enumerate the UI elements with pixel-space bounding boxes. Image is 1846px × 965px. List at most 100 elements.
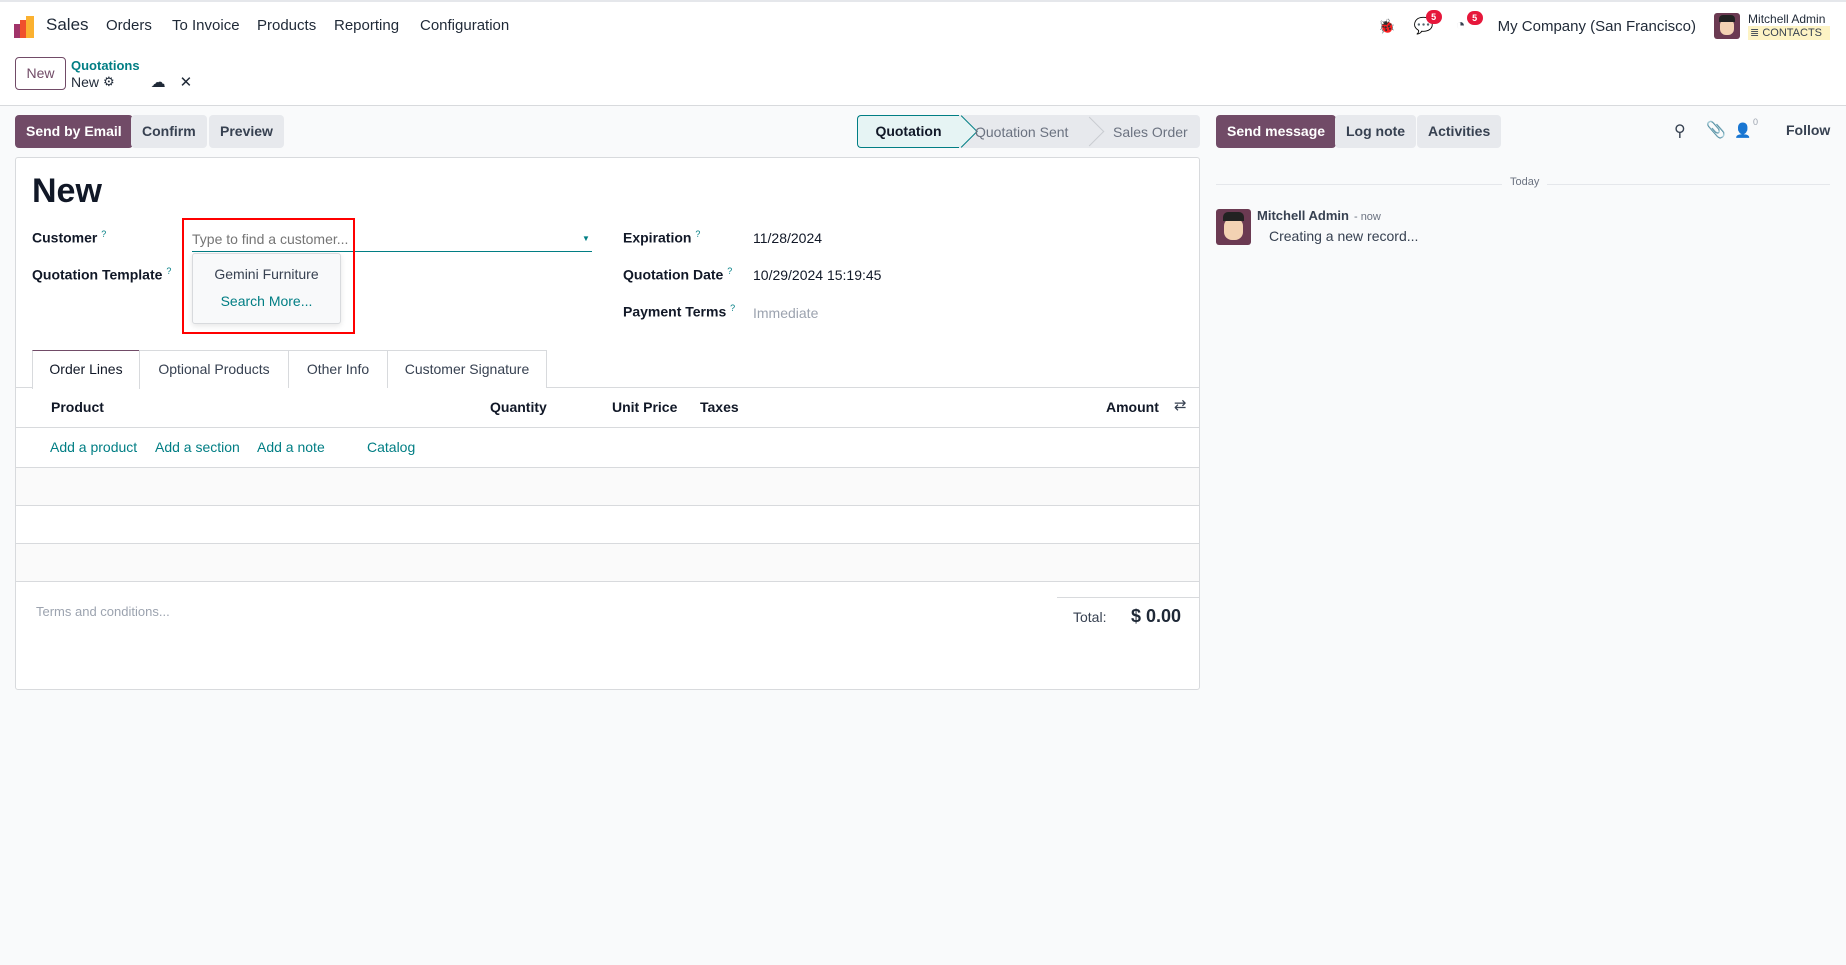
company-switcher[interactable]: My Company (San Francisco) xyxy=(1497,17,1697,35)
help-tooltip[interactable]: ? xyxy=(101,229,107,239)
optional-columns-sliders-icon[interactable]: ⇄ xyxy=(1174,397,1187,414)
menu-products[interactable]: Products xyxy=(257,17,317,34)
menu-configuration[interactable]: Configuration xyxy=(420,17,510,34)
followers-user-icon[interactable]: 👤 xyxy=(1734,122,1752,138)
customer-autocomplete-dropdown: Gemini Furniture Search More... xyxy=(192,253,341,324)
confirm-button[interactable]: Confirm xyxy=(131,115,207,148)
row-divider xyxy=(16,581,1199,582)
table-header-divider xyxy=(16,427,1199,428)
payment-terms-label: Payment Terms ? xyxy=(623,303,735,320)
customer-input[interactable] xyxy=(192,227,592,252)
status-sales-order[interactable]: Sales Order xyxy=(1113,124,1188,140)
total-amount: $ 0.00 xyxy=(1131,606,1182,626)
activities-clock-icon: ◔ xyxy=(1455,17,1466,34)
status-quotation[interactable]: Quotation xyxy=(857,115,959,148)
column-taxes[interactable]: Taxes xyxy=(700,399,739,415)
send-by-email-button[interactable]: Send by Email xyxy=(15,115,133,148)
status-quotation-sent[interactable]: Quotation Sent xyxy=(975,124,1069,140)
status-quotation-label: Quotation xyxy=(875,123,942,139)
new-record-button[interactable]: New xyxy=(15,57,66,90)
column-amount[interactable]: Amount xyxy=(1106,399,1159,415)
row-divider xyxy=(16,467,1199,468)
message-header: Mitchell Admin - now xyxy=(1257,208,1381,223)
message-time: - now xyxy=(1353,211,1381,223)
user-avatar xyxy=(1714,13,1741,39)
breadcrumb-quotations[interactable]: Quotations xyxy=(71,58,140,73)
tabs-divider xyxy=(16,387,1199,388)
column-product[interactable]: Product xyxy=(51,399,104,415)
message-body: Creating a new record... xyxy=(1269,228,1419,244)
menu-orders[interactable]: Orders xyxy=(106,17,152,34)
messages-button[interactable]: 💬 5 xyxy=(1414,10,1442,36)
send-message-button[interactable]: Send message xyxy=(1216,115,1337,148)
add-product-link[interactable]: Add a product xyxy=(50,439,138,455)
dropdown-search-more[interactable]: Search More... xyxy=(220,293,313,309)
messages-badge: 5 xyxy=(1425,10,1442,24)
tab-other-info[interactable]: Other Info xyxy=(288,350,388,388)
quotation-template-label: Quotation Template ? xyxy=(32,266,171,283)
help-tooltip[interactable]: ? xyxy=(695,229,701,239)
save-cloud-icon[interactable]: ☁ xyxy=(150,74,166,91)
message-author[interactable]: Mitchell Admin xyxy=(1257,208,1349,223)
sales-app-logo-icon[interactable] xyxy=(14,16,36,38)
table-row xyxy=(16,468,1199,505)
activities-button[interactable]: Activities xyxy=(1417,115,1502,148)
tab-optional-products[interactable]: Optional Products xyxy=(139,350,289,388)
preview-button[interactable]: Preview xyxy=(209,115,284,148)
add-section-link[interactable]: Add a section xyxy=(155,439,240,455)
menu-to-invoice[interactable]: To Invoice xyxy=(172,17,240,34)
search-icon[interactable]: ⚲ xyxy=(1674,123,1686,140)
highlight-box xyxy=(182,218,355,334)
breadcrumb-current-row: New ⚙ ☁ ✕ xyxy=(71,73,192,91)
expiration-label-text: Expiration xyxy=(623,229,692,246)
catalog-link[interactable]: Catalog xyxy=(367,439,416,455)
tab-order-lines[interactable]: Order Lines xyxy=(32,350,140,389)
help-tooltip[interactable]: ? xyxy=(166,266,172,276)
expiration-field[interactable]: 11/28/2024 xyxy=(753,230,823,246)
log-note-button[interactable]: Log note xyxy=(1335,115,1417,148)
navbar-right: 🐞 💬 5 ◔ 5 My Company (San Francisco) Mit… xyxy=(1378,10,1830,42)
discard-close-icon[interactable]: ✕ xyxy=(179,74,193,91)
column-quantity[interactable]: Quantity xyxy=(490,399,547,415)
quotation-date-label: Quotation Date ? xyxy=(623,266,732,283)
activities-button[interactable]: ◔ 5 xyxy=(1455,11,1483,35)
message-author-avatar xyxy=(1216,209,1251,245)
top-header: Sales Orders To Invoice Products Reporti… xyxy=(0,0,1846,106)
table-row xyxy=(16,544,1199,581)
status-divider xyxy=(1074,116,1105,147)
dropdown-option-gemini-furniture[interactable]: Gemini Furniture xyxy=(214,266,319,282)
column-unit-price[interactable]: Unit Price xyxy=(612,399,678,415)
activities-badge: 5 xyxy=(1466,11,1483,25)
payment-terms-field[interactable]: Immediate xyxy=(753,305,819,321)
user-name: Mitchell Admin xyxy=(1748,12,1826,26)
database-badge: ≣ CONTACTS xyxy=(1748,26,1830,40)
menu-reporting[interactable]: Reporting xyxy=(334,17,400,34)
tab-customer-signature[interactable]: Customer Signature xyxy=(387,350,547,388)
terms-label-text: Payment Terms xyxy=(623,303,727,320)
quotation-date-field[interactable]: 10/29/2024 15:19:45 xyxy=(753,267,882,283)
expiration-label: Expiration ? xyxy=(623,229,700,246)
database-name: CONTACTS xyxy=(1762,27,1822,39)
add-note-link[interactable]: Add a note xyxy=(257,439,325,455)
attachment-paperclip-icon[interactable]: 📎 xyxy=(1706,122,1726,139)
breadcrumb-current: New xyxy=(71,74,100,90)
status-bar: Quotation Quotation Sent Sales Order xyxy=(857,115,1200,148)
help-tooltip[interactable]: ? xyxy=(727,266,733,276)
followers-count: 0 xyxy=(1753,117,1759,127)
help-tooltip[interactable]: ? xyxy=(730,303,736,313)
debug-bug-icon[interactable]: 🐞 xyxy=(1378,17,1396,34)
template-label-text: Quotation Template xyxy=(32,266,163,283)
page-title: New xyxy=(32,172,102,210)
date-label-text: Quotation Date xyxy=(623,266,724,283)
customer-label-text: Customer xyxy=(32,229,98,246)
gear-icon[interactable]: ⚙ xyxy=(103,74,115,89)
customer-label: Customer ? xyxy=(32,229,106,246)
row-divider xyxy=(16,543,1199,544)
row-divider xyxy=(16,505,1199,506)
follow-button[interactable]: Follow xyxy=(1786,122,1831,138)
terms-and-conditions-field[interactable]: Terms and conditions... xyxy=(36,604,170,619)
app-name[interactable]: Sales xyxy=(46,15,89,34)
total-label: Total: xyxy=(1073,609,1107,625)
customer-dropdown-caret-icon[interactable]: ▼ xyxy=(582,234,590,243)
user-menu[interactable]: Mitchell Admin ≣ CONTACTS xyxy=(1714,12,1830,40)
